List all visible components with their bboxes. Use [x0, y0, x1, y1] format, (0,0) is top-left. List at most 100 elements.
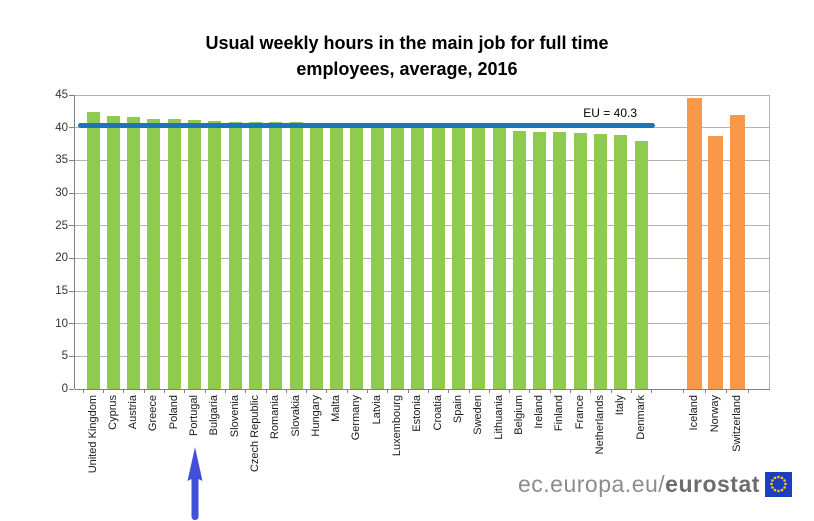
x-tick: [164, 389, 166, 393]
y-tick-5: [69, 355, 74, 357]
watermark-url-prefix: ec.europa.eu/: [518, 470, 666, 497]
x-label-text: Estonia: [411, 395, 424, 432]
x-tick: [285, 389, 287, 393]
bar-greece: [147, 119, 161, 389]
x-tick: [630, 389, 632, 393]
y-tick-label-20: 20: [55, 252, 68, 265]
bar-norway: [708, 136, 723, 389]
x-label-text: Greece: [147, 395, 160, 432]
x-tick: [488, 389, 490, 393]
bar-italy: [614, 135, 628, 389]
bar-bulgaria: [208, 121, 222, 389]
bar-iceland: [686, 98, 702, 389]
bar-slovakia: [289, 122, 303, 389]
bar-sweden: [472, 127, 486, 389]
bar-romania: [269, 122, 283, 389]
y-tick-30: [69, 192, 74, 194]
watermark-eurostat: eurostat: [665, 470, 760, 497]
x-tick: [468, 389, 470, 393]
y-tick-0: [69, 388, 74, 390]
x-label-text: Latvia: [370, 395, 383, 425]
x-label-text: Luxembourg: [391, 395, 403, 457]
bar-belgium: [512, 131, 526, 389]
eurostat-watermark: ec.europa.eu/eurostat: [518, 470, 792, 498]
bar-latvia: [370, 125, 384, 389]
x-tick: [143, 389, 145, 393]
bar-poland: [167, 119, 181, 389]
x-tick: [346, 389, 348, 393]
bar-malta: [330, 124, 344, 389]
y-tick-40: [69, 127, 74, 129]
x-label-text: France: [573, 395, 586, 430]
bar-lithuania: [492, 128, 506, 389]
x-label-text: Cyprus: [106, 395, 119, 430]
x-tick: [245, 389, 247, 393]
bar-hungary: [309, 124, 323, 389]
x-tick: [326, 389, 328, 393]
eu-average-line: [78, 123, 655, 129]
y-tick-10: [69, 323, 74, 325]
x-label-text: Lithuania: [492, 395, 505, 440]
x-label-text: Poland: [167, 395, 180, 430]
y-tick-label-15: 15: [55, 285, 68, 297]
x-tick: [265, 389, 267, 393]
y-tick-label-30: 30: [55, 187, 68, 199]
chart-title-line1: Usual weekly hours in the main job for f…: [205, 33, 609, 53]
x-tick: [387, 389, 389, 393]
y-tick-45: [69, 94, 74, 96]
bar-united-kingdom: [86, 112, 100, 389]
x-label-text: Croatia: [431, 395, 444, 431]
x-label-text: Slovakia: [289, 395, 302, 437]
bar-spain: [451, 126, 465, 389]
bar-france: [573, 133, 587, 389]
x-tick: [204, 389, 206, 393]
y-tick-20: [69, 257, 74, 259]
x-tick: [448, 389, 450, 393]
x-tick: [683, 389, 685, 393]
bar-estonia: [411, 126, 425, 389]
x-tick: [726, 389, 728, 393]
portugal-pointer-arrow-icon: [187, 447, 202, 520]
x-label-text: Netherlands: [594, 395, 606, 455]
x-tick: [610, 389, 612, 393]
bar-czech-republic: [248, 122, 262, 389]
bar-finland: [553, 132, 567, 389]
x-tick: [103, 389, 105, 393]
gridline-45: [75, 94, 770, 96]
chart-title: Usual weekly hours in the main job for f…: [0, 30, 814, 82]
x-label-text: Italy: [614, 395, 627, 416]
bar-netherlands: [594, 134, 607, 389]
x-label-text: Spain: [451, 395, 464, 424]
x-tick: [590, 389, 592, 393]
bar-ireland: [533, 132, 547, 389]
y-tick-15: [69, 290, 74, 292]
bar-switzerland: [729, 115, 745, 389]
x-label-text: Hungary: [309, 395, 322, 437]
x-label-text: Malta: [330, 395, 343, 422]
eu-average-label: EU = 40.3: [583, 105, 637, 120]
x-label-text: Bulgaria: [208, 395, 221, 436]
bar-cyprus: [106, 116, 120, 389]
y-tick-label-40: 40: [55, 121, 68, 134]
x-tick: [407, 389, 409, 393]
bar-denmark: [634, 141, 648, 389]
x-tick: [224, 389, 226, 393]
x-label-text: Belgium: [512, 395, 525, 435]
x-label-text: Austria: [127, 395, 140, 430]
x-axis-line: [75, 389, 770, 390]
bar-austria: [127, 117, 141, 389]
x-tick: [306, 389, 308, 393]
bar-luxembourg: [391, 125, 404, 389]
x-tick: [747, 389, 749, 393]
y-axis-line: [74, 95, 75, 389]
x-label-text: Norway: [709, 395, 721, 433]
x-tick: [367, 389, 369, 393]
chart-title-line2: employees, average, 2016: [296, 59, 518, 79]
plot-right-border: [769, 95, 770, 389]
x-label-text: Slovenia: [228, 395, 241, 438]
x-tick: [427, 389, 429, 393]
x-label-text: Iceland: [687, 395, 700, 431]
x-tick: [549, 389, 551, 393]
y-tick-25: [69, 225, 74, 227]
